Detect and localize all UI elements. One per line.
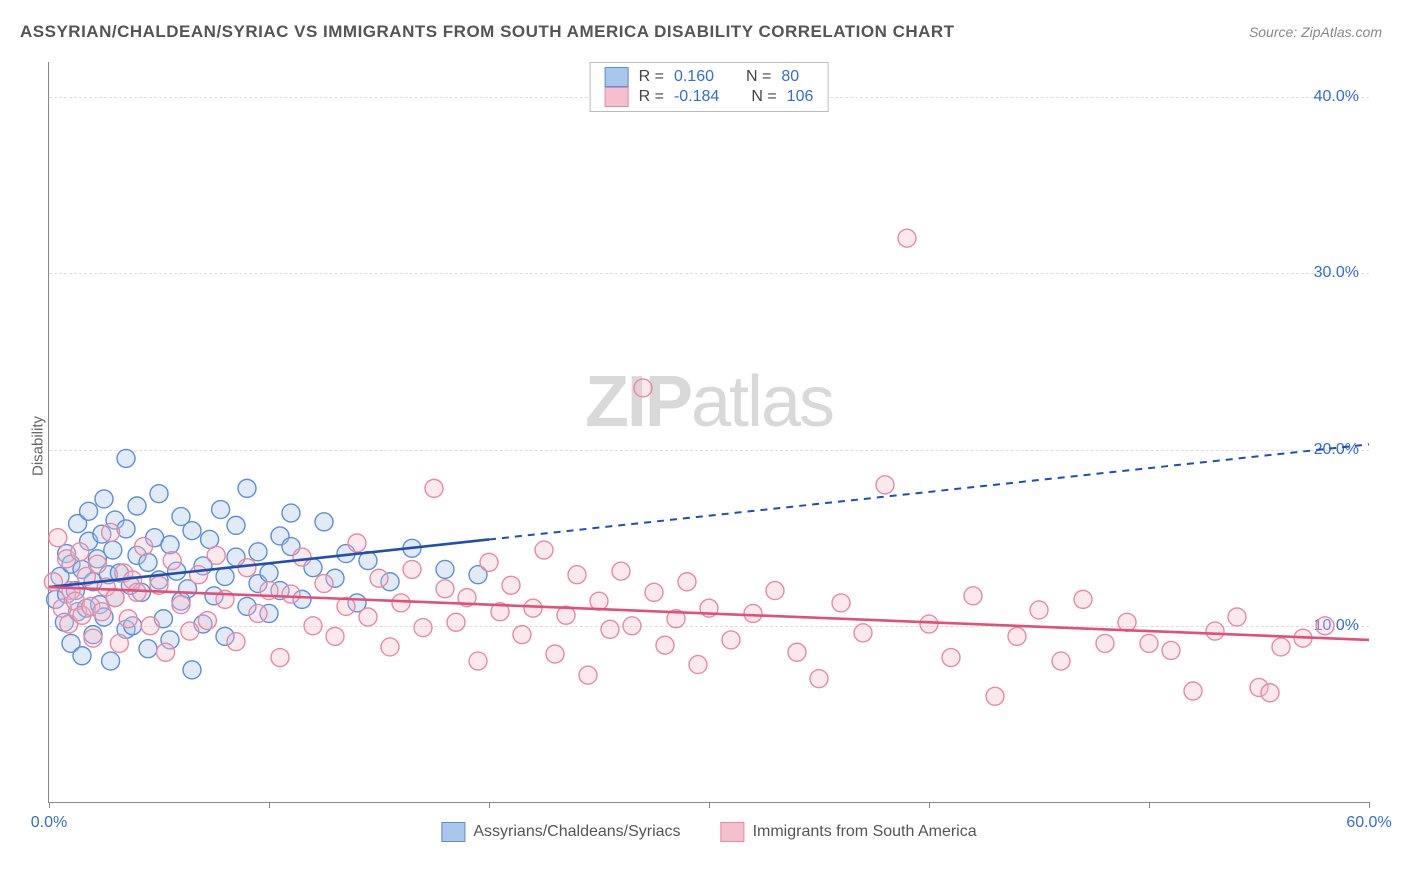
correlation-legend: R = 0.160 N = 80 R = -0.184 N = 106 bbox=[590, 62, 829, 112]
x-tick-mark bbox=[49, 802, 50, 808]
trend-line bbox=[49, 587, 1369, 640]
x-tick-mark bbox=[269, 802, 270, 808]
legend-row-series-1: R = 0.160 N = 80 bbox=[605, 67, 814, 87]
x-tick-mark bbox=[1369, 802, 1370, 808]
r-value-2: -0.184 bbox=[674, 88, 719, 106]
x-tick-mark bbox=[489, 802, 490, 808]
legend-swatch-pink-bottom bbox=[721, 822, 745, 842]
n-value-1: 80 bbox=[781, 68, 799, 86]
n-label: N = bbox=[746, 68, 771, 86]
legend-label-2: Immigrants from South America bbox=[753, 823, 977, 841]
chart-container: ASSYRIAN/CHALDEAN/SYRIAC VS IMMIGRANTS F… bbox=[0, 0, 1406, 892]
r-label-2: R = bbox=[639, 88, 664, 106]
trend-lines-layer bbox=[49, 62, 1369, 802]
legend-label-1: Assyrians/Chaldeans/Syriacs bbox=[473, 823, 680, 841]
n-label-2: N = bbox=[751, 88, 776, 106]
x-tick-mark bbox=[1149, 802, 1150, 808]
legend-item-2: Immigrants from South America bbox=[721, 822, 977, 842]
trend-line bbox=[489, 444, 1369, 539]
n-value-2: 106 bbox=[787, 88, 814, 106]
legend-item-1: Assyrians/Chaldeans/Syriacs bbox=[441, 822, 680, 842]
legend-swatch-pink bbox=[605, 87, 629, 107]
legend-row-series-2: R = -0.184 N = 106 bbox=[605, 87, 814, 107]
x-tick-label: 60.0% bbox=[1346, 814, 1391, 832]
trend-line bbox=[49, 539, 489, 587]
y-axis-label: Disability bbox=[30, 416, 47, 476]
x-tick-label: 0.0% bbox=[31, 814, 67, 832]
legend-swatch-blue bbox=[605, 67, 629, 87]
legend-swatch-blue-bottom bbox=[441, 822, 465, 842]
plot-area: ZIPatlas R = 0.160 N = 80 R = -0.184 N =… bbox=[48, 62, 1369, 803]
x-tick-mark bbox=[709, 802, 710, 808]
source-label: Source: ZipAtlas.com bbox=[1249, 24, 1382, 40]
r-value-1: 0.160 bbox=[674, 68, 714, 86]
x-tick-mark bbox=[929, 802, 930, 808]
series-legend: Assyrians/Chaldeans/Syriacs Immigrants f… bbox=[441, 822, 976, 842]
chart-title: ASSYRIAN/CHALDEAN/SYRIAC VS IMMIGRANTS F… bbox=[20, 22, 955, 42]
r-label: R = bbox=[639, 68, 664, 86]
